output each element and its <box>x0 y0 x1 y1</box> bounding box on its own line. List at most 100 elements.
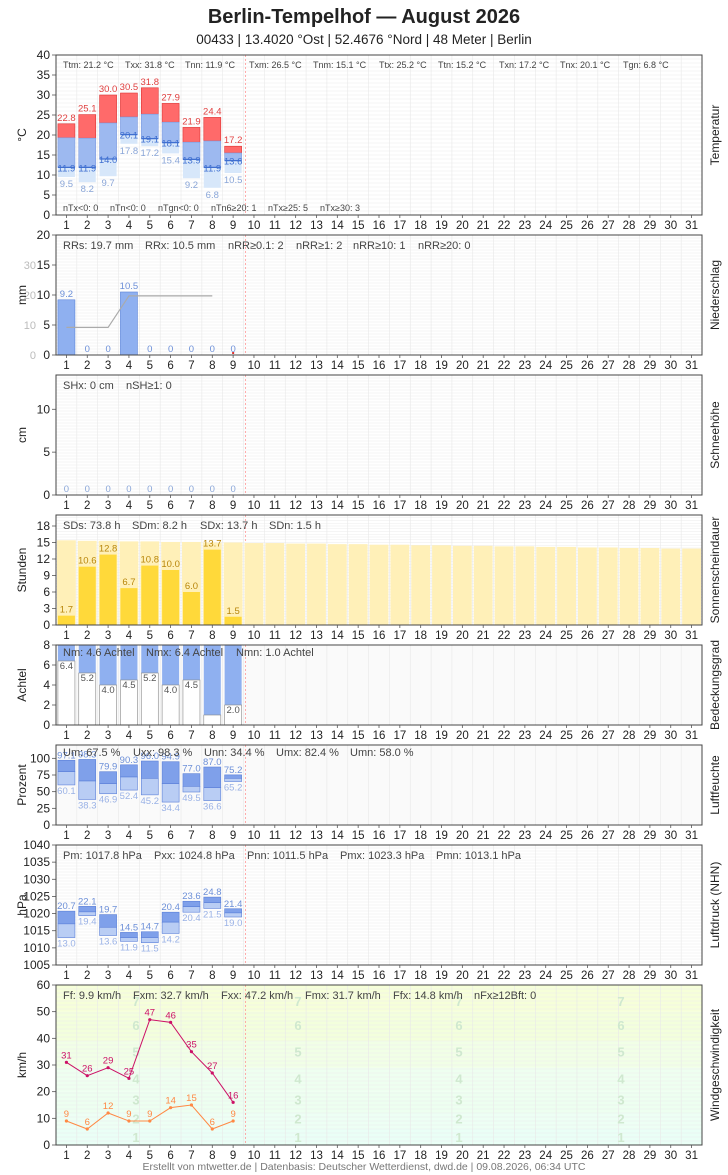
cloud-xtick-label: 24 <box>539 730 552 742</box>
tground-label: 10.5 <box>224 175 243 186</box>
precipitation-xtick-label: 7 <box>188 360 194 372</box>
cloud-xtick-label: 26 <box>581 730 594 742</box>
pressure-min-label: 13.0 <box>57 939 76 950</box>
pressure-max-label: 22.1 <box>78 896 97 907</box>
pressure-stat: Pm: 1017.8 hPa <box>63 850 143 862</box>
cloud-label: 2.0 <box>227 705 240 716</box>
pressure-max-label: 20.7 <box>57 901 76 912</box>
cloud-ytick-label: 8 <box>43 638 50 652</box>
wind-point <box>231 1119 235 1123</box>
sun-possible-bar <box>223 542 243 625</box>
sunshine-xtick-label: 30 <box>664 630 677 642</box>
gust-point <box>169 1020 173 1024</box>
snow-ytick-label: 10 <box>37 402 51 416</box>
precipitation-ytick2-label: 0 <box>30 350 36 362</box>
pressure-xtick-label: 15 <box>352 970 365 982</box>
sun-label: 6.7 <box>122 577 135 588</box>
temperature-xtick-label: 13 <box>310 220 323 232</box>
humidity-min-label: 52.4 <box>120 791 139 802</box>
temp-stat-bottom: nTn<0: 0 <box>110 203 146 213</box>
sunshine-ytick-label: 9 <box>43 569 50 583</box>
pressure-min-label: 11.9 <box>120 942 138 953</box>
tmin-label: 14.0 <box>99 155 118 166</box>
pressure-upper-bar <box>161 911 180 923</box>
temperature-xtick-label: 3 <box>105 220 111 232</box>
pressure-lower-bar <box>78 911 97 916</box>
pressure-xtick-label: 23 <box>518 970 531 982</box>
snow-xtick-label: 26 <box>581 500 594 512</box>
pressure-ytick-label: 1010 <box>23 941 50 955</box>
wind-xtick-label: 30 <box>664 1150 677 1162</box>
pressure-min-label: 21.5 <box>203 909 222 920</box>
cloud-xtick-label: 28 <box>623 730 636 742</box>
beaufort-label: 1 <box>294 1130 301 1145</box>
sun-possible-bar <box>598 547 618 625</box>
wind-ytick-label: 50 <box>37 1005 51 1019</box>
wind-xtick-label: 14 <box>331 1150 344 1162</box>
cloud-stat: Nmx: 6.4 Achtel <box>146 647 223 659</box>
humidity-xtick-label: 3 <box>105 830 111 842</box>
precipitation-xtick-label: 29 <box>644 360 657 372</box>
pressure-min-label: 11.5 <box>141 944 159 955</box>
sunshine-xtick-label: 17 <box>393 630 406 642</box>
pressure-ylabel: hPa <box>15 894 29 916</box>
pressure-xtick-label: 10 <box>248 970 261 982</box>
sun-possible-bar <box>411 545 431 625</box>
pressure-max-label: 23.6 <box>182 891 201 902</box>
pressure-ytick-label: 1035 <box>23 855 50 869</box>
pressure-xtick-label: 29 <box>644 970 657 982</box>
wind-stat: Ff: 9.9 km/h <box>63 990 121 1002</box>
wind-xtick-label: 20 <box>456 1150 469 1162</box>
tmin-label: 20.1 <box>120 131 139 142</box>
tmin-label: 11.9 <box>203 163 221 174</box>
humidity-upper-bar <box>203 766 222 788</box>
tmin-bar <box>141 138 159 147</box>
sun-label: 1.7 <box>60 605 73 616</box>
humidity-xtick-label: 25 <box>560 830 573 842</box>
pressure-upper-bar <box>57 910 76 925</box>
temperature-ytick-label: 20 <box>37 128 51 142</box>
station-info: 00433 | 13.4020 °Ost | 52.4676 °Nord | 4… <box>196 32 532 47</box>
precip-label: 0 <box>105 344 110 355</box>
sun-possible-bar <box>515 546 535 625</box>
sunshine-xtick-label: 12 <box>289 630 302 642</box>
humidity-ytick-label: 75 <box>37 768 51 782</box>
precip-label: 0 <box>147 344 152 355</box>
tmax-bar <box>224 145 242 154</box>
cloud-xtick-label: 19 <box>435 730 448 742</box>
humidity-stat: Unn: 34.4 % <box>204 747 265 759</box>
precipitation-xtick-label: 19 <box>435 360 448 372</box>
temp-stat-bottom: nTx≥25: 5 <box>268 203 308 213</box>
cloud-xtick-label: 16 <box>373 730 386 742</box>
sunshine-xtick-label: 13 <box>310 630 323 642</box>
pressure-max-label: 19.7 <box>99 905 118 916</box>
pressure-lower-bar <box>182 906 201 913</box>
humidity-max-label: 90.3 <box>120 755 139 766</box>
gust-label: 27 <box>207 1061 218 1072</box>
tmax-label: 30.5 <box>120 82 139 93</box>
pressure-xtick-label: 8 <box>209 970 215 982</box>
gust-label: 16 <box>228 1090 239 1101</box>
precipitation-xtick-label: 12 <box>289 360 302 372</box>
humidity-upper-bar <box>161 761 180 784</box>
sunshine-xtick-label: 10 <box>248 630 261 642</box>
gust-label: 31 <box>61 1050 72 1061</box>
precip-stat: nRR≥20: 0 <box>418 240 471 252</box>
sun-bar <box>57 615 75 625</box>
tmin-bar <box>182 159 200 179</box>
cloud-xtick-label: 15 <box>352 730 365 742</box>
wind-xtick-label: 5 <box>147 1150 153 1162</box>
tmin-bar <box>99 159 117 177</box>
humidity-max-label: 98.3 <box>78 749 97 760</box>
wind-xtick-label: 12 <box>289 1150 302 1162</box>
precipitation-xtick-label: 27 <box>602 360 615 372</box>
cloud-label: 5.2 <box>143 673 156 684</box>
pressure-min-label: 20.4 <box>182 913 201 924</box>
precipitation-ytick-label: 20 <box>37 228 51 242</box>
precip-label: 0 <box>210 344 215 355</box>
tmin-label: 13.6 <box>224 157 243 168</box>
sunshine-side-label: Sonnenscheindauer <box>708 517 722 624</box>
gust-point <box>127 1076 131 1080</box>
humidity-lower-bar <box>182 786 201 793</box>
beaufort-label: 6 <box>617 1018 624 1033</box>
